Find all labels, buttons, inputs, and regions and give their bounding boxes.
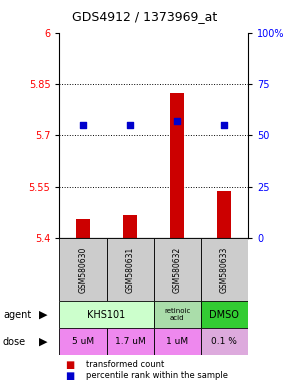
Text: GSM580632: GSM580632: [173, 247, 182, 293]
Bar: [59, 328, 106, 355]
Text: GSM580630: GSM580630: [79, 247, 88, 293]
Text: 5 uM: 5 uM: [72, 337, 94, 346]
Bar: [201, 301, 248, 328]
Bar: [201, 328, 248, 355]
Text: GDS4912 / 1373969_at: GDS4912 / 1373969_at: [72, 10, 218, 23]
Text: dose: dose: [3, 337, 26, 347]
Text: 1.7 uM: 1.7 uM: [115, 337, 146, 346]
Text: retinoic
acid: retinoic acid: [164, 308, 191, 321]
Text: ■: ■: [65, 371, 75, 381]
Bar: [123, 215, 137, 238]
Text: GSM580633: GSM580633: [220, 247, 229, 293]
Point: [175, 118, 180, 124]
Text: KHS101: KHS101: [88, 310, 126, 320]
Bar: [170, 93, 184, 238]
Text: DMSO: DMSO: [209, 310, 239, 320]
Point: [81, 122, 85, 128]
Bar: [106, 238, 154, 301]
Text: percentile rank within the sample: percentile rank within the sample: [86, 371, 228, 380]
Point: [128, 122, 133, 128]
Text: agent: agent: [3, 310, 31, 320]
Text: transformed count: transformed count: [86, 360, 164, 369]
Bar: [106, 328, 154, 355]
Text: 1 uM: 1 uM: [166, 337, 188, 346]
Text: ■: ■: [65, 360, 75, 370]
Text: ▶: ▶: [39, 310, 47, 320]
Bar: [154, 301, 201, 328]
Bar: [154, 328, 201, 355]
Bar: [201, 238, 248, 301]
Bar: [59, 301, 154, 328]
Text: 0.1 %: 0.1 %: [211, 337, 237, 346]
Text: ▶: ▶: [39, 337, 47, 347]
Bar: [217, 191, 231, 238]
Bar: [154, 238, 201, 301]
Bar: [59, 238, 106, 301]
Text: GSM580631: GSM580631: [126, 247, 135, 293]
Bar: [76, 219, 90, 238]
Point: [222, 122, 227, 128]
